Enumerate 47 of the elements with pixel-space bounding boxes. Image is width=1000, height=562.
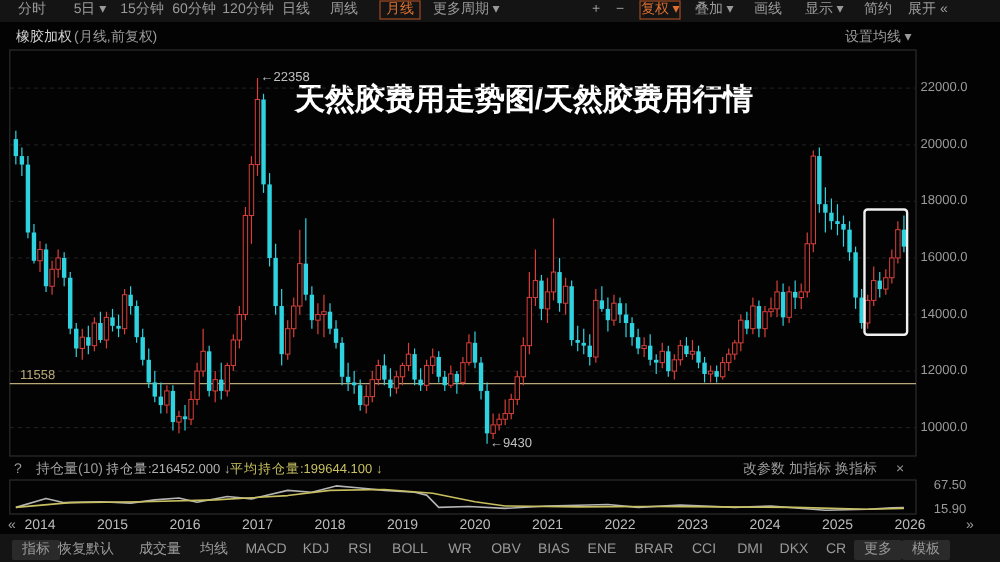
candlestick: [43, 243, 49, 293]
candlestick: [79, 328, 85, 361]
candlestick: [436, 350, 441, 384]
candlestick: [206, 345, 212, 398]
candlestick: [448, 364, 454, 389]
candlestick: [98, 311, 103, 344]
candlestick: [756, 299, 762, 338]
candlestick: [647, 333, 653, 367]
candlestick: [321, 294, 327, 338]
candlestick: [182, 404, 188, 432]
candlestick: [37, 240, 43, 273]
candlestick: [786, 285, 792, 324]
candlestick: [116, 313, 121, 338]
candlestick: [726, 347, 732, 372]
candlestick: [750, 296, 756, 335]
candlestick: [121, 288, 128, 335]
candlestick: [659, 342, 665, 369]
candlestick: [539, 274, 544, 321]
candlestick: [792, 279, 798, 310]
candlestick: [744, 311, 750, 335]
candlestick: [212, 370, 218, 403]
candlestick: [502, 398, 508, 426]
candlestick: [110, 308, 115, 333]
candlestick: [164, 384, 170, 415]
candlestick: [490, 412, 496, 440]
candlestick: [641, 336, 647, 358]
candlestick: [901, 214, 907, 253]
candlestick: [684, 336, 689, 358]
candlestick: [738, 313, 744, 352]
candlestick: [91, 316, 98, 352]
candlestick: [557, 257, 562, 313]
candlestick: [315, 302, 321, 335]
text: 天然胶费用走势图/天然胶费用行情: [292, 81, 754, 117]
candlestick: [103, 311, 110, 350]
candlestick: [774, 279, 780, 318]
candlestick: [719, 356, 726, 381]
candlestick: [412, 347, 417, 386]
candlestick: [86, 325, 91, 355]
candlestick: [358, 379, 363, 412]
candlestick: [562, 277, 569, 316]
candlestick: [762, 305, 768, 338]
candlestick: [666, 345, 671, 378]
candlestick: [170, 384, 176, 432]
candlestick: [393, 370, 400, 395]
candlestick: [176, 410, 182, 434]
candlestick: [689, 339, 696, 361]
candlestick: [611, 294, 617, 327]
